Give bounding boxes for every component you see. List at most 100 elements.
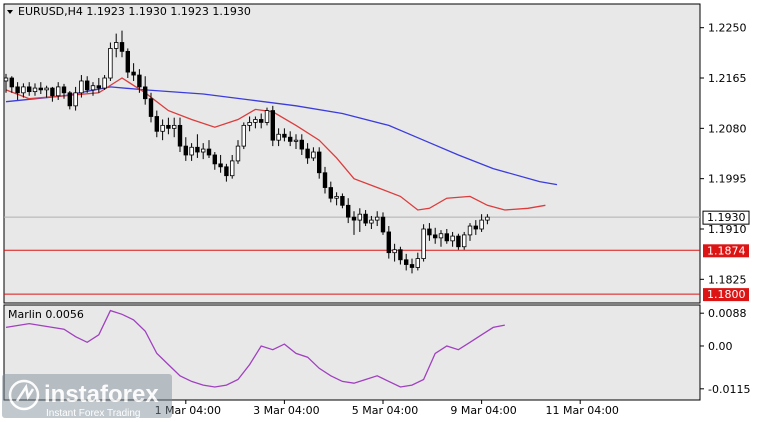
candle[interactable] <box>316 147 322 179</box>
candle-body-bear <box>351 216 357 221</box>
candle[interactable] <box>456 233 461 250</box>
candle[interactable] <box>79 75 84 98</box>
candle[interactable] <box>432 227 438 244</box>
candle[interactable] <box>386 226 391 259</box>
candle[interactable] <box>125 48 130 79</box>
candle[interactable] <box>108 42 113 81</box>
candle[interactable] <box>270 105 275 147</box>
candle[interactable] <box>206 140 212 158</box>
candle[interactable] <box>461 231 467 250</box>
candle-body-bull <box>293 139 299 142</box>
candle[interactable] <box>415 252 420 271</box>
candle[interactable] <box>473 220 478 235</box>
candle-body-bear <box>363 213 368 224</box>
candle[interactable] <box>444 228 449 244</box>
candle[interactable] <box>26 82 32 96</box>
candle[interactable] <box>282 128 287 142</box>
candle[interactable] <box>293 134 299 150</box>
candle[interactable] <box>32 83 38 96</box>
candle[interactable] <box>363 210 368 227</box>
candle[interactable] <box>21 83 26 98</box>
candle[interactable] <box>334 192 339 206</box>
candle[interactable] <box>467 223 473 241</box>
candle[interactable] <box>38 82 43 94</box>
candle[interactable] <box>50 86 55 102</box>
candle[interactable] <box>258 113 264 129</box>
candle[interactable] <box>357 208 362 232</box>
candle[interactable] <box>247 116 252 132</box>
candle[interactable] <box>421 224 426 262</box>
candle[interactable] <box>102 75 107 90</box>
candle[interactable] <box>328 181 333 203</box>
candle[interactable] <box>3 73 9 93</box>
candle-body-bear <box>50 87 55 97</box>
candle[interactable] <box>142 76 148 105</box>
candle[interactable] <box>305 143 310 164</box>
candle[interactable] <box>380 212 386 235</box>
candle[interactable] <box>154 110 159 138</box>
candle[interactable] <box>374 211 380 227</box>
candle[interactable] <box>56 82 61 100</box>
candle[interactable] <box>392 243 397 262</box>
candle[interactable] <box>119 30 125 58</box>
candle[interactable] <box>137 69 142 93</box>
indicator-panel[interactable] <box>3 304 701 401</box>
candle[interactable] <box>90 82 96 96</box>
candle[interactable] <box>276 128 281 147</box>
candle-body-bear <box>328 187 333 199</box>
candle[interactable] <box>241 122 246 150</box>
candle-body-bull <box>467 225 473 236</box>
candle[interactable] <box>403 253 409 271</box>
candle[interactable] <box>253 116 258 129</box>
main-price-panel[interactable] <box>3 3 701 304</box>
candle[interactable] <box>427 223 432 241</box>
candle-body-bear <box>340 196 345 206</box>
candle[interactable] <box>438 230 444 247</box>
candle[interactable] <box>340 193 345 209</box>
candle[interactable] <box>166 117 171 135</box>
candle[interactable] <box>299 134 304 155</box>
candle[interactable] <box>479 214 484 232</box>
candle[interactable] <box>224 163 229 182</box>
candle[interactable] <box>183 137 188 161</box>
candle[interactable] <box>73 86 78 111</box>
candle[interactable] <box>85 76 90 93</box>
candle[interactable] <box>235 140 241 164</box>
candle[interactable] <box>67 91 72 110</box>
candle[interactable] <box>322 166 328 194</box>
candle[interactable] <box>131 63 136 81</box>
candle[interactable] <box>264 107 270 126</box>
candle[interactable] <box>177 117 183 153</box>
candle[interactable] <box>15 82 20 100</box>
candle[interactable] <box>287 131 293 147</box>
candle[interactable] <box>218 154 223 173</box>
moving-average-red <box>5 77 546 211</box>
candle[interactable] <box>369 215 374 229</box>
candle[interactable] <box>189 143 194 161</box>
candle[interactable] <box>61 83 67 99</box>
candle[interactable] <box>450 231 455 247</box>
candle[interactable] <box>409 258 415 274</box>
candle[interactable] <box>485 214 490 225</box>
candle[interactable] <box>160 119 165 141</box>
chart-menu-triangle-icon[interactable] <box>7 10 13 14</box>
candle[interactable] <box>398 246 403 265</box>
candle[interactable] <box>200 143 206 160</box>
candle[interactable] <box>351 211 357 235</box>
candle[interactable] <box>345 198 351 224</box>
candle[interactable] <box>9 76 14 93</box>
candle[interactable] <box>311 147 316 161</box>
candle[interactable] <box>148 92 154 123</box>
candle-body-bear <box>473 225 478 230</box>
candle[interactable] <box>171 117 177 138</box>
candle[interactable] <box>114 33 119 58</box>
candle[interactable] <box>229 154 235 179</box>
candle-body-bull <box>44 87 49 91</box>
candle[interactable] <box>44 85 49 98</box>
candle[interactable] <box>195 134 200 158</box>
candle-body-bear <box>218 163 223 168</box>
price-axis-label: 1.2080 <box>708 122 747 135</box>
candle[interactable] <box>96 78 101 93</box>
candle-body-bear <box>154 116 159 132</box>
candle[interactable] <box>212 152 217 170</box>
